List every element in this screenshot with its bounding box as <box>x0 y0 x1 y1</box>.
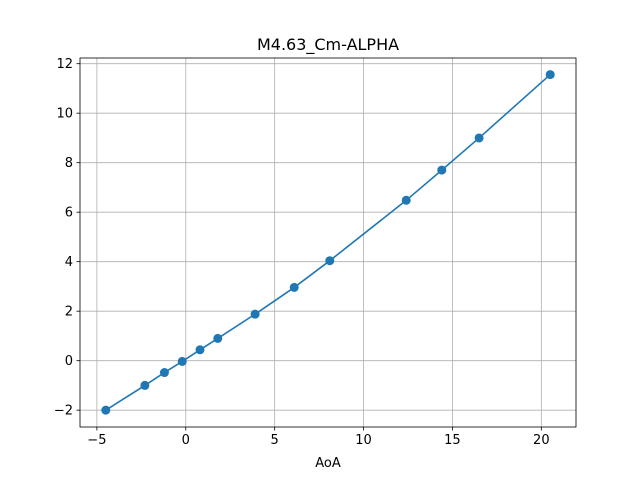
data-point <box>213 333 223 343</box>
data-point <box>177 356 187 366</box>
x-tick-label: 20 <box>533 433 550 448</box>
grid-layer <box>80 58 576 427</box>
x-tick-label: 0 <box>182 433 190 448</box>
data-point <box>474 133 484 143</box>
x-tick-label: 10 <box>355 433 372 448</box>
y-tick-label: 2 <box>65 305 73 320</box>
data-point <box>250 309 260 319</box>
y-tick-label: 8 <box>65 156 73 171</box>
x-tick-label: 15 <box>444 433 461 448</box>
chart-title: M4.63_Cm-ALPHA <box>257 35 399 55</box>
axes-frame <box>79 57 577 428</box>
data-point <box>325 256 335 266</box>
data-point <box>140 380 150 390</box>
x-tick-label: −5 <box>87 433 106 448</box>
y-tick-label: 4 <box>65 255 73 270</box>
y-tick-label: 10 <box>56 107 73 122</box>
x-tick-label: 5 <box>271 433 279 448</box>
data-point <box>101 405 111 415</box>
series-layer <box>101 70 555 415</box>
y-tick-label: 6 <box>65 206 73 221</box>
y-tick-label: −2 <box>54 404 73 419</box>
y-tick-label: 12 <box>56 57 73 72</box>
data-point <box>195 345 205 355</box>
data-point <box>545 70 555 80</box>
x-axis-label: AoA <box>315 456 341 471</box>
data-point <box>289 282 299 292</box>
data-point <box>159 368 169 378</box>
tick-layer: −5 0 5 10 15 20 −2 0 2 4 6 8 10 12 <box>54 57 550 448</box>
data-point <box>437 165 447 175</box>
y-tick-label: 0 <box>65 354 73 369</box>
data-point <box>401 195 411 205</box>
